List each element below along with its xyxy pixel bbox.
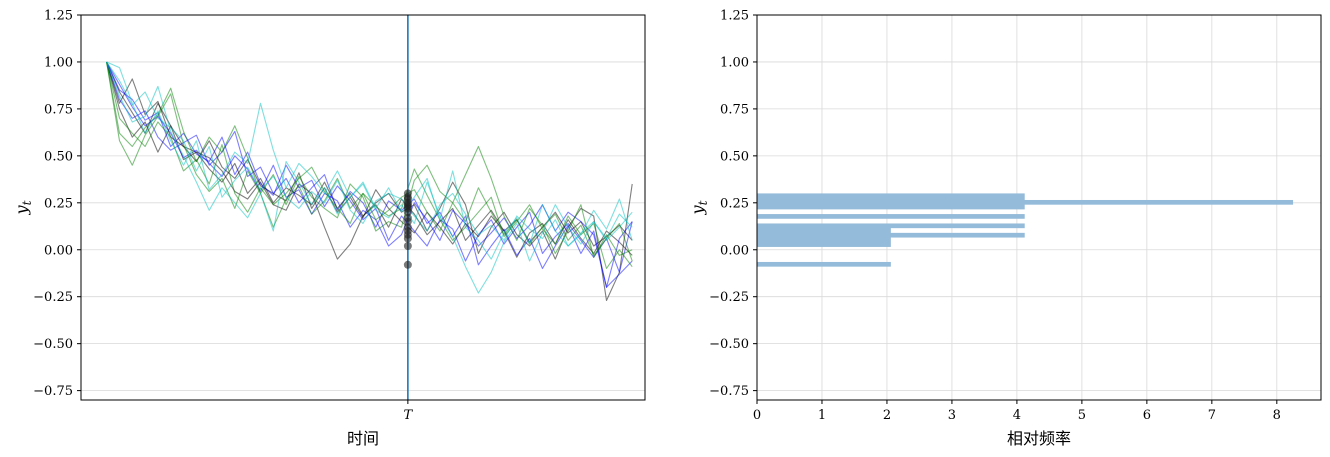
timeseries-line-11	[106, 61, 633, 294]
timeseries-line-6	[106, 61, 633, 288]
histogram-y-tick-label: 0.50	[720, 149, 749, 164]
timeseries-panel: −0.75−0.50−0.250.000.250.500.751.001.25 …	[12, 9, 646, 448]
histogram-bar	[757, 223, 1025, 229]
timeseries-lines	[106, 61, 633, 302]
timeseries-line-1	[106, 61, 633, 302]
endpoint-dot	[403, 242, 412, 250]
histogram-y-tick-label: 0.25	[720, 196, 749, 211]
histogram-x-axis-label: 相对频率	[1007, 429, 1071, 448]
endpoint-dot	[403, 260, 412, 269]
histogram-x-tick-label: 8	[1273, 408, 1281, 423]
timeseries-y-tick-label: −0.50	[33, 337, 73, 352]
timeseries-line-8	[106, 61, 633, 262]
timeseries-y-tick-label: 0.25	[44, 196, 73, 211]
timeseries-y-tick-label: 0.50	[44, 149, 73, 164]
timeseries-line-3	[106, 61, 633, 247]
histogram-y-tick-label: −0.75	[709, 384, 749, 399]
histogram-bar	[757, 199, 1294, 205]
timeseries-x-tick-label: T	[404, 408, 414, 423]
histogram-plot-frame	[756, 14, 1322, 401]
histogram-x-tick-label: 2	[883, 408, 891, 423]
histogram-y-tick-label: 1.25	[720, 9, 749, 24]
histogram-y-tick-label: 0.00	[720, 243, 749, 258]
histogram-y-axis-label-main: y	[688, 204, 707, 215]
timeseries-x-axis-label: 时间	[347, 429, 379, 448]
histogram-y-ticks: −0.75 −0.50 −0.25 0.00 0.25 0.50 0.75 1.00 1.25	[709, 9, 757, 399]
histogram-x-ticks: 0 1 2 3 4 5 6 7 8	[753, 400, 1281, 423]
histogram-bar	[757, 214, 1025, 219]
histogram-y-tick-label: −0.25	[709, 290, 749, 305]
histogram-panel: −0.75−0.50−0.250.000.250.500.751.001.25 …	[688, 9, 1322, 448]
histogram-y-tick-label: −0.50	[709, 337, 749, 352]
timeseries-line-5	[106, 61, 633, 288]
histogram-x-tick-label: 1	[818, 408, 826, 423]
histogram-x-tick-label: 0	[753, 408, 761, 423]
histogram-bar	[757, 226, 891, 247]
timeseries-y-tick-label: 0.00	[44, 243, 73, 258]
histogram-bar	[757, 261, 891, 267]
endpoint-dot	[403, 234, 412, 243]
timeseries-y-axis-label-sub: t	[20, 200, 34, 205]
histogram-x-tick-label: 6	[1143, 408, 1151, 423]
timeseries-y-axis-label-main: y	[12, 204, 31, 215]
timeseries-line-10	[106, 61, 633, 260]
timeseries-line-12	[106, 61, 633, 247]
histogram-x-tick-label: 3	[948, 408, 956, 423]
histogram-y-tick-label: 1.00	[720, 55, 749, 70]
endpoint-dot	[403, 208, 412, 217]
histogram-y-tick-label: 0.75	[720, 102, 749, 117]
histogram-y-axis-label: yt	[688, 200, 710, 215]
timeseries-y-ticks: −0.75 −0.50 −0.25 0.00 0.25 0.50 0.75 1.00 1.25	[33, 9, 81, 399]
timeseries-y-tick-label: 1.00	[44, 55, 73, 70]
histogram-x-tick-label: 5	[1078, 408, 1086, 423]
timeseries-y-tick-label: 1.25	[44, 9, 73, 24]
endpoint-dots	[403, 189, 412, 269]
timeseries-line-7	[106, 61, 633, 258]
histogram-bars	[757, 193, 1294, 267]
timeseries-plot-frame	[80, 14, 646, 401]
timeseries-y-axis-label: yt	[12, 200, 34, 215]
histogram-x-tick-label: 4	[1013, 408, 1021, 423]
timeseries-y-tick-label: 0.75	[44, 102, 73, 117]
timeseries-line-9	[106, 61, 633, 270]
histogram-y-axis-label-sub: t	[696, 200, 710, 205]
histogram-x-tick-label: 7	[1208, 408, 1216, 423]
timeseries-y-tick-label: −0.75	[33, 384, 73, 399]
timeseries-y-tick-label: −0.25	[33, 290, 73, 305]
endpoint-dot	[403, 217, 412, 226]
timeseries-x-ticks: T	[404, 400, 414, 423]
